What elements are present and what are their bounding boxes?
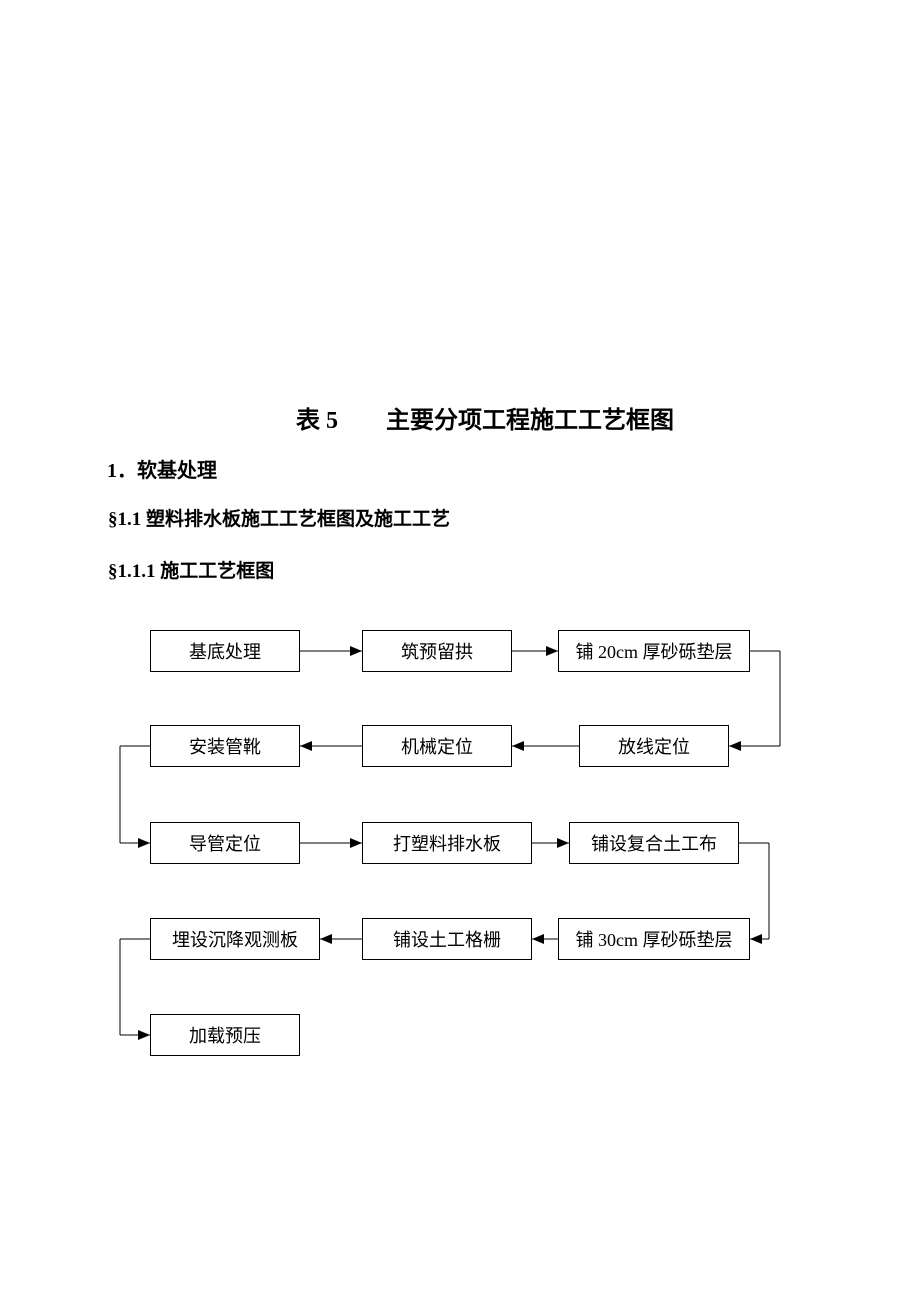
flow-node-n4: 放线定位 <box>579 725 729 767</box>
flow-node-n6: 安装管靴 <box>150 725 300 767</box>
flow-node-n3: 铺 20cm 厚砂砾垫层 <box>558 630 750 672</box>
flow-node-n10: 铺 30cm 厚砂砾垫层 <box>558 918 750 960</box>
flow-node-n9: 铺设复合土工布 <box>569 822 739 864</box>
flow-node-n7: 导管定位 <box>150 822 300 864</box>
flow-node-n2: 筑预留拱 <box>362 630 512 672</box>
flow-node-n13: 加载预压 <box>150 1014 300 1056</box>
flow-node-n1: 基底处理 <box>150 630 300 672</box>
flow-node-n8: 打塑料排水板 <box>362 822 532 864</box>
flow-node-n12: 埋设沉降观测板 <box>150 918 320 960</box>
flow-node-n5: 机械定位 <box>362 725 512 767</box>
heading-1-1: §1.1 塑料排水板施工工艺框图及施工工艺 <box>108 504 450 531</box>
heading-1: 1．软基处理 <box>107 454 217 483</box>
page-title: 表 5 主要分项工程施工工艺框图 <box>296 400 674 435</box>
flow-node-n11: 铺设土工格栅 <box>362 918 532 960</box>
heading-1-1-1: §1.1.1 施工工艺框图 <box>108 556 274 583</box>
page: 表 5 主要分项工程施工工艺框图 1．软基处理 §1.1 塑料排水板施工工艺框图… <box>0 0 920 1302</box>
